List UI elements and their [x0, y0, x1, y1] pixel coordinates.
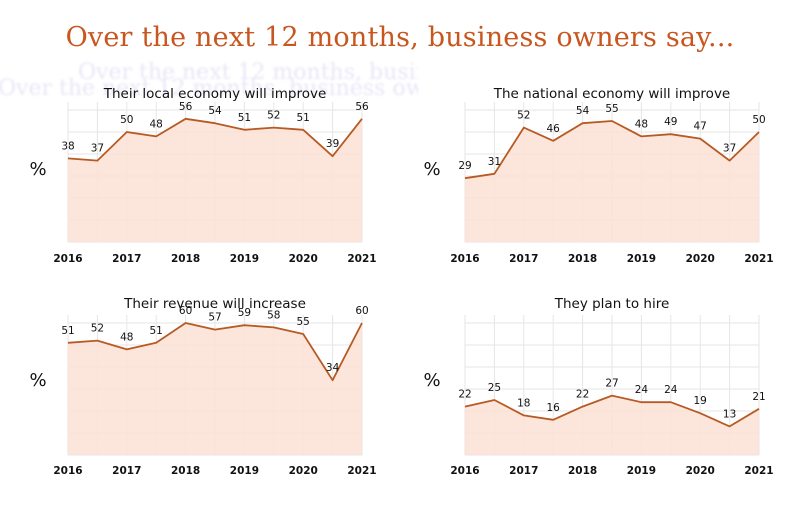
data-label: 52 [267, 110, 280, 122]
data-label: 55 [605, 103, 618, 115]
data-label: 51 [297, 112, 310, 124]
data-label: 48 [120, 331, 133, 343]
y-unit-label: % [29, 370, 46, 391]
x-tick-label: 2017 [112, 465, 141, 477]
data-label: 51 [150, 325, 163, 337]
data-label: 38 [61, 140, 74, 152]
x-tick-label: 2016 [53, 253, 82, 265]
y-unit-label: % [423, 370, 440, 391]
data-label: 18 [517, 397, 530, 409]
data-label: 58 [267, 309, 280, 321]
x-tick-label: 2017 [509, 253, 538, 265]
data-label: 29 [458, 160, 471, 172]
chart-title: Their revenue will increase [123, 296, 306, 312]
series-area [68, 118, 362, 242]
x-tick-label: 2018 [171, 253, 200, 265]
data-label: 54 [208, 105, 222, 117]
data-label: 56 [179, 101, 193, 113]
data-label: 48 [150, 118, 163, 130]
x-tick-label: 2016 [53, 465, 82, 477]
data-label: 48 [635, 118, 648, 130]
data-label: 51 [238, 112, 251, 124]
data-label: 52 [91, 323, 104, 335]
y-unit-label: % [423, 159, 440, 180]
x-tick-label: 2017 [509, 465, 538, 477]
y-unit-label: % [29, 159, 46, 180]
x-tick-label: 2019 [627, 253, 656, 265]
data-label: 55 [297, 316, 310, 328]
chart-panel-2: 29 31 52 46 54 55 48 49 47 37 50 2016 2017 2018 2019 20… [423, 86, 773, 265]
data-label: 24 [664, 384, 678, 396]
x-tick-label: 2020 [686, 253, 715, 265]
x-tick-label: 2019 [230, 253, 259, 265]
data-label: 52 [517, 110, 530, 122]
series-area [68, 323, 362, 455]
x-tick-label: 2020 [289, 465, 318, 477]
x-tick-label: 2016 [450, 253, 479, 265]
data-label: 57 [208, 312, 221, 324]
chart-title: They plan to hire [554, 296, 670, 312]
data-label: 34 [326, 362, 340, 374]
x-tick-label: 2021 [347, 253, 376, 265]
data-label: 47 [694, 121, 707, 133]
data-label: 22 [576, 389, 589, 401]
x-tick-label: 2019 [627, 465, 656, 477]
chart-panel-3: 51 52 48 51 60 57 59 58 55 34 60 2016 2017 2018 2019 20… [29, 296, 376, 477]
data-label: 46 [547, 123, 561, 135]
data-label: 22 [458, 389, 471, 401]
data-label: 37 [723, 143, 736, 155]
series-area [465, 395, 759, 455]
x-tick-label: 2020 [289, 253, 318, 265]
chart-title: The national economy will improve [493, 86, 731, 102]
page-title: Over the next 12 months, business owners… [65, 22, 735, 53]
data-label: 56 [355, 101, 369, 113]
chart-title: Their local economy will improve [103, 86, 327, 102]
data-label: 13 [723, 408, 736, 420]
data-label: 59 [238, 307, 251, 319]
data-label: 49 [664, 116, 677, 128]
x-tick-label: 2021 [347, 465, 376, 477]
data-label: 50 [752, 114, 765, 126]
data-label: 60 [355, 305, 368, 317]
x-tick-label: 2017 [112, 253, 141, 265]
data-label: 21 [752, 391, 765, 403]
data-label: 27 [605, 378, 618, 390]
data-label: 37 [91, 143, 104, 155]
data-label: 31 [488, 156, 501, 168]
x-tick-label: 2016 [450, 465, 479, 477]
series-area [465, 121, 759, 242]
x-tick-label: 2018 [568, 465, 597, 477]
data-label: 50 [120, 114, 133, 126]
x-tick-label: 2021 [744, 253, 773, 265]
chart-panel-4: 22 25 18 16 22 27 24 24 19 13 21 2016 2017 2018 2019 20… [423, 296, 773, 477]
x-tick-label: 2018 [171, 465, 200, 477]
data-label: 25 [488, 382, 501, 394]
x-tick-label: 2021 [744, 465, 773, 477]
x-tick-label: 2018 [568, 253, 597, 265]
data-label: 19 [694, 395, 707, 407]
data-label: 16 [547, 402, 561, 414]
data-label: 54 [576, 105, 590, 117]
data-label: 60 [179, 305, 192, 317]
x-tick-label: 2019 [230, 465, 259, 477]
chart-panel-1: 38 37 50 48 56 54 51 52 51 39 56 2016 2017 2018 2019 20… [29, 86, 376, 265]
data-label: 24 [635, 384, 649, 396]
data-label: 51 [61, 325, 74, 337]
data-label: 39 [326, 138, 339, 150]
x-tick-label: 2020 [686, 465, 715, 477]
